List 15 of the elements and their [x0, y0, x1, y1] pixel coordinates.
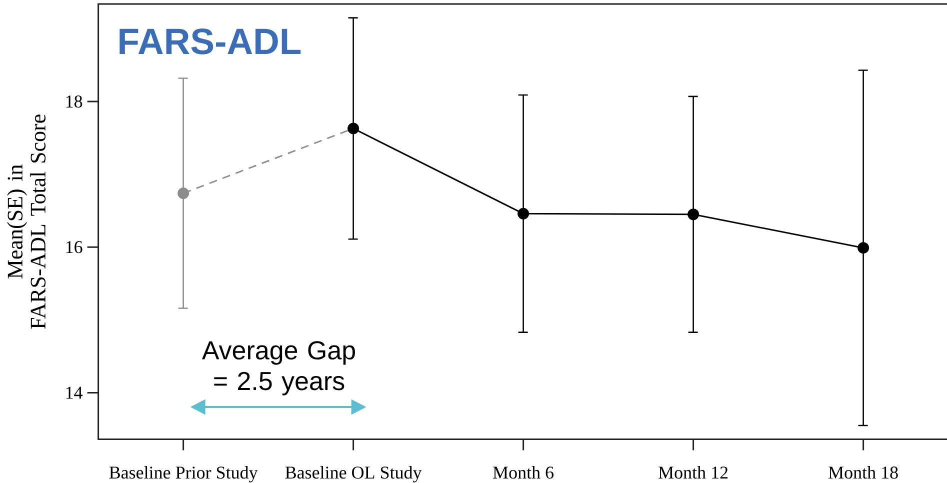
x-tick-label: Baseline Prior Study	[109, 466, 258, 482]
point	[688, 208, 700, 220]
text: FARS-ADL	[120, 28, 301, 54]
y-axis-title: Mean(SE) in FARS-ADL Total Score	[7, 114, 46, 329]
point	[858, 242, 870, 254]
x-tick-label: Month 18	[828, 466, 898, 479]
y-tick-label: 16	[66, 241, 82, 254]
y-tick-label: 18	[66, 95, 82, 108]
x-tick-label: Month 6	[493, 466, 554, 479]
x-tick-label: Month 12	[658, 466, 728, 479]
point	[518, 208, 530, 220]
annotation: Average Gap = 2.5 years	[202, 341, 355, 396]
point	[178, 188, 190, 200]
y-tick-label: 14	[66, 386, 83, 399]
x-tick-label: Baseline OL Study	[285, 466, 422, 482]
